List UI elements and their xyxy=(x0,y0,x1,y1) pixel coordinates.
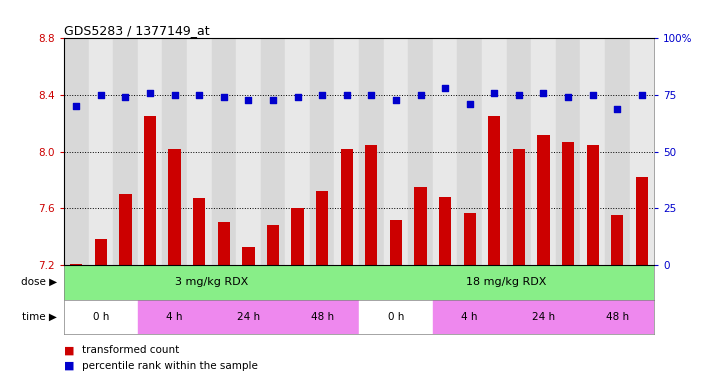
Text: 4 h: 4 h xyxy=(166,312,183,322)
Point xyxy=(439,85,451,91)
Bar xyxy=(464,213,476,265)
Point xyxy=(513,92,525,98)
Bar xyxy=(212,38,236,265)
Bar xyxy=(70,263,82,265)
Bar xyxy=(580,300,654,334)
Text: 0 h: 0 h xyxy=(92,312,109,322)
Bar xyxy=(261,38,285,265)
Point xyxy=(464,101,476,107)
Point xyxy=(611,106,623,112)
Bar xyxy=(95,240,107,265)
Bar xyxy=(64,38,89,265)
Bar xyxy=(457,38,482,265)
Text: dose ▶: dose ▶ xyxy=(21,277,57,287)
Bar xyxy=(580,38,605,265)
Bar xyxy=(267,225,279,265)
Point xyxy=(267,96,279,103)
Bar xyxy=(64,300,138,334)
Bar xyxy=(285,300,359,334)
Point xyxy=(292,94,304,100)
Bar xyxy=(433,300,506,334)
Text: GDS5283 / 1377149_at: GDS5283 / 1377149_at xyxy=(64,24,210,37)
Bar xyxy=(587,145,599,265)
Bar xyxy=(138,38,162,265)
Point xyxy=(587,92,599,98)
Bar xyxy=(365,145,378,265)
Bar xyxy=(193,199,205,265)
Bar xyxy=(513,149,525,265)
Bar xyxy=(384,38,408,265)
Bar xyxy=(506,300,580,334)
Point xyxy=(218,94,230,100)
Bar xyxy=(341,149,353,265)
Bar xyxy=(629,38,654,265)
Bar xyxy=(89,38,113,265)
Point xyxy=(365,92,377,98)
Text: 48 h: 48 h xyxy=(606,312,629,322)
Bar xyxy=(433,38,457,265)
Text: 24 h: 24 h xyxy=(532,312,555,322)
Text: time ▶: time ▶ xyxy=(22,312,57,322)
Point xyxy=(316,92,328,98)
Bar xyxy=(285,38,310,265)
Text: 24 h: 24 h xyxy=(237,312,260,322)
Bar xyxy=(390,220,402,265)
Point xyxy=(538,90,549,96)
Bar xyxy=(334,38,359,265)
Point xyxy=(169,92,181,98)
Bar xyxy=(408,38,433,265)
Bar xyxy=(488,116,501,265)
Text: 48 h: 48 h xyxy=(311,312,333,322)
Point xyxy=(70,103,82,109)
Text: 18 mg/kg RDX: 18 mg/kg RDX xyxy=(466,277,547,287)
Point xyxy=(119,94,131,100)
Bar xyxy=(64,265,359,300)
Text: 4 h: 4 h xyxy=(461,312,478,322)
Point xyxy=(562,94,574,100)
Point xyxy=(488,90,500,96)
Bar xyxy=(236,38,261,265)
Text: percentile rank within the sample: percentile rank within the sample xyxy=(82,361,257,371)
Bar xyxy=(212,300,285,334)
Bar xyxy=(562,142,574,265)
Text: ■: ■ xyxy=(64,345,75,355)
Text: 3 mg/kg RDX: 3 mg/kg RDX xyxy=(175,277,248,287)
Point xyxy=(242,96,254,103)
Bar xyxy=(359,38,384,265)
Text: transformed count: transformed count xyxy=(82,345,179,355)
Bar xyxy=(482,38,506,265)
Point xyxy=(636,92,648,98)
Bar xyxy=(162,38,187,265)
Point xyxy=(193,92,205,98)
Bar xyxy=(506,38,531,265)
Bar xyxy=(531,38,556,265)
Bar xyxy=(218,222,230,265)
Bar xyxy=(113,38,138,265)
Bar xyxy=(119,194,132,265)
Point xyxy=(415,92,426,98)
Bar xyxy=(242,247,255,265)
Point xyxy=(144,90,156,96)
Bar xyxy=(415,187,427,265)
Point xyxy=(390,96,402,103)
Text: 0 h: 0 h xyxy=(387,312,404,322)
Bar xyxy=(359,300,433,334)
Point xyxy=(341,92,353,98)
Bar xyxy=(605,38,629,265)
Bar xyxy=(538,135,550,265)
Bar xyxy=(138,300,212,334)
Bar xyxy=(636,177,648,265)
Bar xyxy=(187,38,212,265)
Bar xyxy=(359,265,654,300)
Bar xyxy=(316,191,328,265)
Bar xyxy=(310,38,334,265)
Bar xyxy=(292,208,304,265)
Bar xyxy=(169,149,181,265)
Bar xyxy=(439,197,451,265)
Bar xyxy=(611,215,624,265)
Bar xyxy=(144,116,156,265)
Point xyxy=(95,92,107,98)
Text: ■: ■ xyxy=(64,361,75,371)
Bar xyxy=(556,38,580,265)
